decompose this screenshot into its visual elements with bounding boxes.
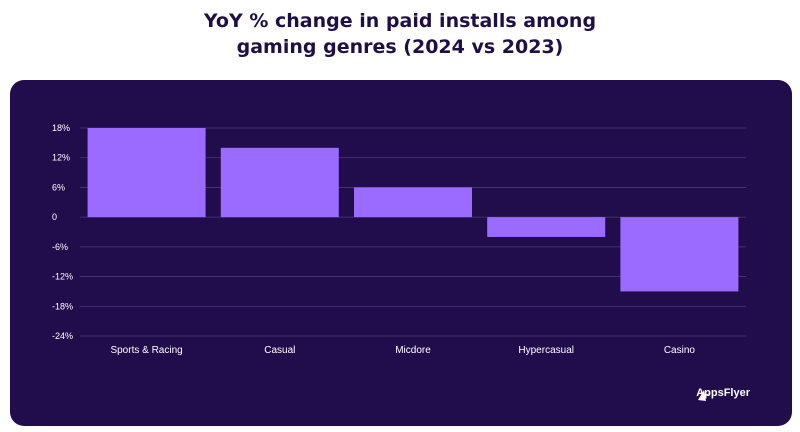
bar bbox=[220, 147, 339, 218]
bar bbox=[620, 217, 739, 292]
y-tick-label: -12% bbox=[52, 272, 73, 282]
chart-title-line-2: gaming genres (2024 vs 2023) bbox=[236, 36, 564, 58]
x-tick-label: Casino bbox=[664, 345, 696, 356]
y-tick-label: -24% bbox=[52, 331, 73, 341]
x-tick-label: Hypercasual bbox=[518, 345, 574, 356]
bar bbox=[487, 217, 606, 237]
y-tick-label: 12% bbox=[52, 153, 70, 163]
y-tick-label: 18% bbox=[52, 123, 70, 133]
bar-chart: 18% 12% 6% 0 -6% -12% -18% -24% Sports & Racing C… bbox=[52, 123, 746, 356]
x-tick-label: Casual bbox=[264, 345, 295, 356]
y-tick-label: 6% bbox=[52, 182, 65, 192]
chart-title-line-1: YoY % change in paid installs among bbox=[203, 10, 597, 32]
y-tick-label: 0 bbox=[52, 212, 57, 222]
appsflyer-logo-icon bbox=[698, 390, 711, 401]
bar bbox=[87, 128, 206, 218]
y-tick-label: -18% bbox=[52, 301, 73, 311]
x-tick-label: Sports & Racing bbox=[110, 345, 182, 356]
chart-panel: 18% 12% 6% 0 -6% -12% -18% -24% Sports & Racing C… bbox=[10, 80, 792, 426]
x-tick-label: Micdore bbox=[395, 345, 431, 356]
appsflyer-logo: AppsFlyer bbox=[696, 387, 750, 401]
y-tick-label: -6% bbox=[52, 242, 68, 252]
bar bbox=[354, 187, 472, 218]
chart-title: YoY % change in paid installs among gami… bbox=[0, 8, 800, 60]
appsflyer-logo-text: AppsFlyer bbox=[696, 387, 750, 399]
